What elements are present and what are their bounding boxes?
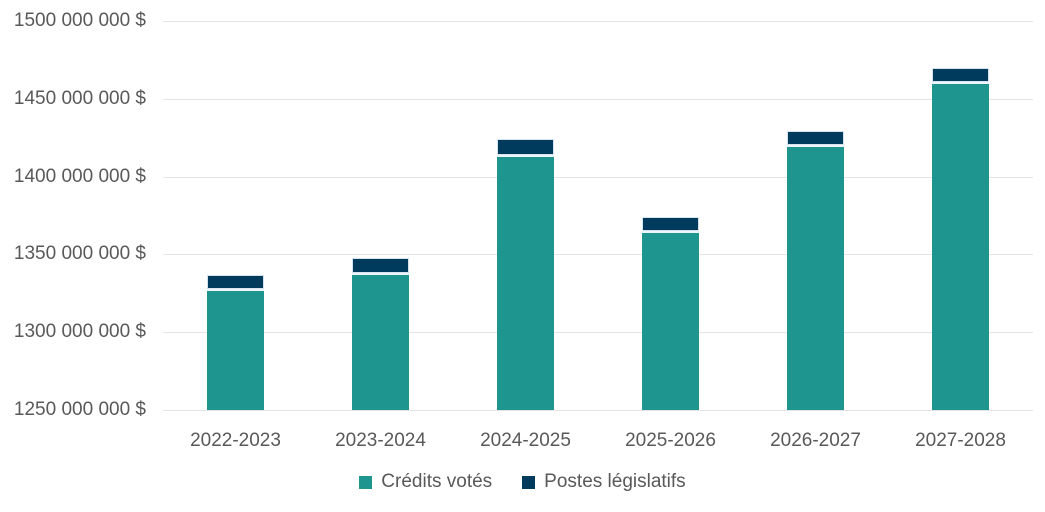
bar-credits-votes-2026-2027 <box>787 145 844 410</box>
y-axis-tick-label: 1300 000 000 $ <box>13 321 146 343</box>
bar-postes-legislatifs-2026-2027 <box>787 131 844 146</box>
legend-swatch-postes-legislatifs-icon <box>522 475 536 489</box>
y-axis-tick-label: 1500 000 000 $ <box>13 10 146 31</box>
y-axis-tick-label: 1400 000 000 $ <box>13 165 146 187</box>
legend-label-credits-votes: Crédits votés <box>381 471 493 492</box>
bar-credits-votes-2025-2026 <box>642 231 699 410</box>
y-gridline <box>163 410 1033 411</box>
y-axis-tick-label: 1350 000 000 $ <box>13 243 146 265</box>
bar-postes-legislatifs-2024-2025 <box>497 139 554 155</box>
y-axis-tick-label: 1250 000 000 $ <box>13 399 146 420</box>
legend-label-postes-legislatifs: Postes législatifs <box>544 471 686 492</box>
x-axis-tick-label: 2022-2023 <box>190 430 281 451</box>
x-axis-tick-label: 2025-2026 <box>625 430 716 451</box>
legend-swatch-credits-votes-icon <box>359 475 373 489</box>
bar-postes-legislatifs-2023-2024 <box>352 257 409 274</box>
y-axis-tick-label: 1450 000 000 $ <box>13 87 146 109</box>
y-gridline <box>163 98 1033 100</box>
y-gridline <box>163 332 1033 334</box>
legend-item-postes-legislatifs: Postes législatifs <box>522 471 686 493</box>
bar-credits-votes-2024-2025 <box>497 154 554 410</box>
bar-credits-votes-2023-2024 <box>352 273 409 410</box>
bar-credits-votes-2022-2023 <box>207 288 264 410</box>
legend-item-credits-votes: Crédits votés <box>359 471 492 493</box>
y-gridline <box>163 254 1033 256</box>
x-axis-tick-label: 2024-2025 <box>480 430 571 451</box>
y-gridline <box>163 176 1033 178</box>
bar-credits-votes-2027-2028 <box>932 81 989 410</box>
legend: Crédits votés Postes législatifs <box>0 471 1045 493</box>
x-axis-tick-label: 2027-2028 <box>915 430 1006 451</box>
bar-postes-legislatifs-2027-2028 <box>932 67 989 82</box>
bar-postes-legislatifs-2025-2026 <box>642 217 699 232</box>
y-gridline <box>163 21 1033 22</box>
x-axis-tick-label: 2026-2027 <box>770 430 861 451</box>
x-axis-tick-label: 2023-2024 <box>335 430 426 451</box>
bar-postes-legislatifs-2022-2023 <box>207 274 264 289</box>
